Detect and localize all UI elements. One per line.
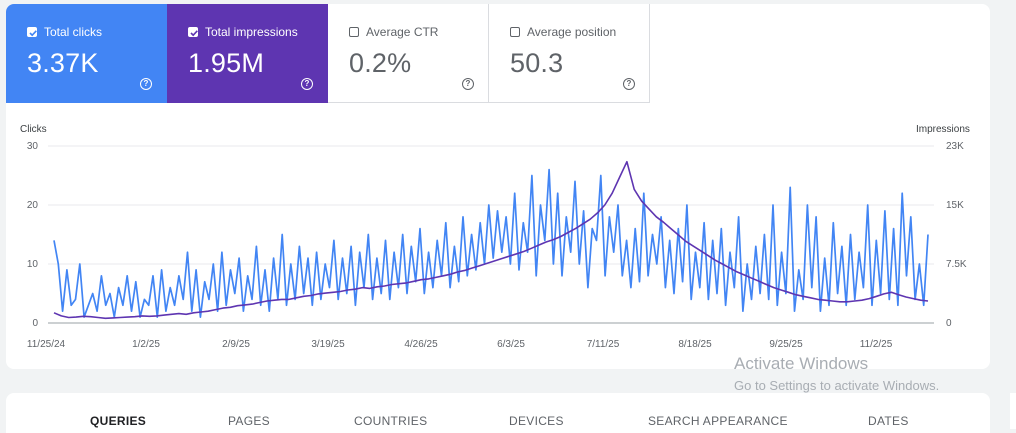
x-tick-label: 6/3/25 [497,339,525,348]
x-tick-label: 11/2/25 [860,339,893,348]
tab-pages[interactable]: PAGES [228,414,270,428]
help-icon[interactable]: ? [301,78,313,90]
x-tick-label: 9/25/25 [769,339,803,348]
tab-dates[interactable]: DATES [868,414,909,428]
metric-label: Average CTR [366,25,439,39]
checkbox-unchecked-icon[interactable] [510,27,520,37]
checkbox-checked-icon[interactable] [188,27,198,37]
checkbox-checked-icon[interactable] [27,27,37,37]
x-tick-label: 1/2/25 [132,339,160,348]
metric-value: 1.95M [188,48,265,78]
metric-label: Average position [527,25,617,39]
x-tick-label: 2/9/25 [222,339,250,348]
x-tick-label: 11/25/24 [27,339,66,348]
metric-label: Total clicks [44,25,103,39]
tab-search-appearance[interactable]: SEARCH APPEARANCE [648,414,788,428]
performance-chart[interactable]: 30 23K 20 15K 10 7.5K 0 0 11/25/24 1/2/25 2/9/25 3… [6,103,990,348]
help-icon[interactable]: ? [462,78,474,90]
metric-value: 50.3 [510,48,564,78]
tab-devices[interactable]: DEVICES [509,414,564,428]
y-left-tick-label: 10 [27,259,39,270]
y-left-axis-title: Clicks [20,124,47,135]
dimension-tabs: QUERIES PAGES COUNTRIES DEVICES SEARCH A… [6,393,990,433]
impressions-series-line [53,160,929,320]
metric-average-ctr[interactable]: Average CTR 0.2% ? [328,4,489,103]
y-right-tick-label: 0 [946,318,952,329]
x-tick-label: 4/26/25 [404,339,438,348]
y-right-tick-label: 15K [946,200,964,211]
watermark-subtitle: Go to Settings to activate Windows. [734,378,940,393]
tab-countries[interactable]: COUNTRIES [354,414,428,428]
y-right-tick-label: 23K [946,141,964,152]
help-icon[interactable]: ? [623,78,635,90]
y-right-axis-title: Impressions [916,124,970,135]
tab-queries[interactable]: QUERIES [90,414,147,428]
x-tick-label: 3/19/25 [311,339,345,348]
metric-cards: Total clicks 3.37K ? Total impressions 1… [6,4,650,103]
y-left-tick-label: 0 [32,318,38,329]
y-left-tick-label: 20 [27,200,39,211]
watermark-title: Activate Windows [734,354,869,373]
metric-total-impressions[interactable]: Total impressions 1.95M ? [167,4,328,103]
x-tick-label: 7/11/25 [587,339,620,348]
metric-average-position[interactable]: Average position 50.3 ? [489,4,650,103]
metric-total-clicks[interactable]: Total clicks 3.37K ? [6,4,167,103]
checkbox-unchecked-icon[interactable] [349,27,359,37]
scroll-edge [1010,393,1016,429]
metric-value: 0.2% [349,48,412,78]
help-icon[interactable]: ? [140,78,152,90]
metric-value: 3.37K [27,48,99,78]
y-right-tick-label: 7.5K [946,259,967,270]
metric-label: Total impressions [205,25,298,39]
performance-card: Total clicks 3.37K ? Total impressions 1… [6,4,990,369]
y-left-tick-label: 30 [27,141,39,152]
clicks-series-line [53,168,929,318]
x-tick-label: 8/18/25 [678,339,712,348]
